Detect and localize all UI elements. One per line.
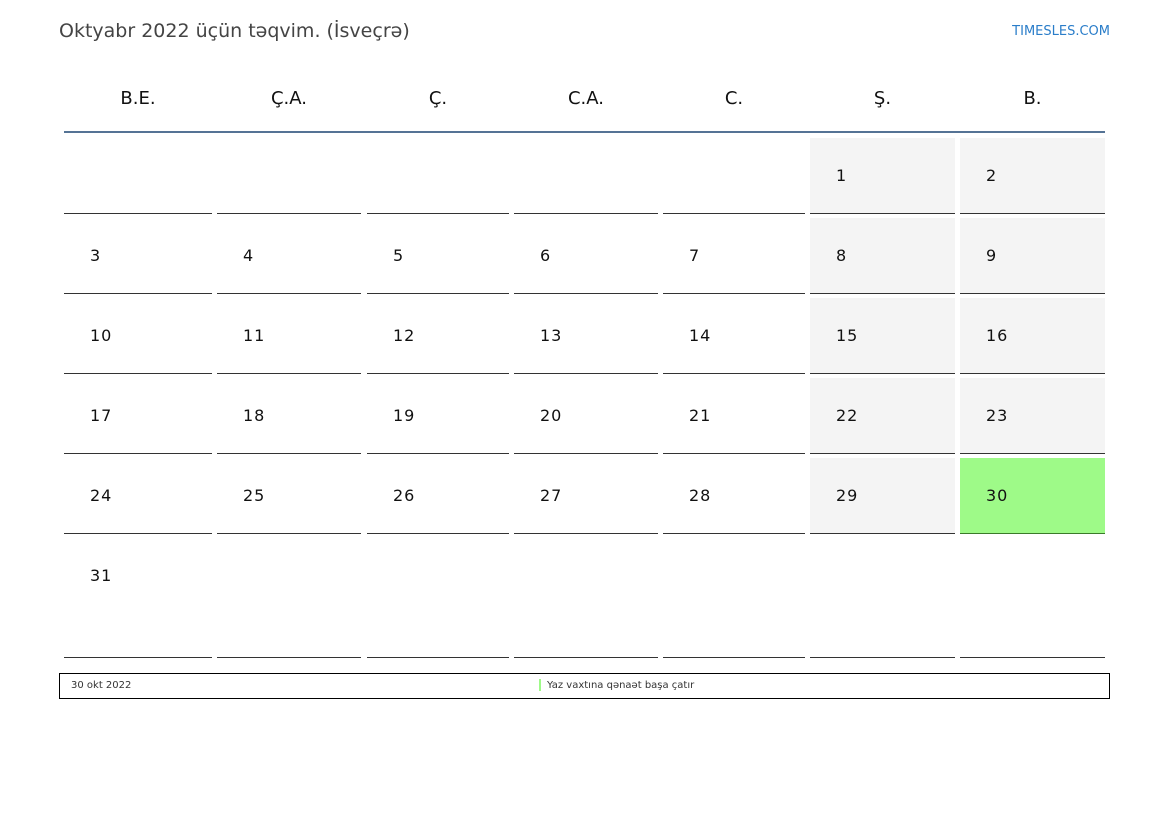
- empty-cell: [663, 538, 805, 658]
- events-footer: 30 okt 2022 Yaz vaxtına qənaət başa çatı…: [59, 673, 1110, 699]
- day-number: 20: [540, 406, 563, 425]
- empty-cell: [810, 538, 955, 658]
- day-cell[interactable]: 30: [960, 458, 1105, 534]
- day-number: 11: [243, 326, 266, 345]
- day-cell[interactable]: 15: [810, 298, 955, 374]
- day-cell[interactable]: 14: [663, 298, 805, 374]
- event-date: 30 okt 2022: [71, 680, 132, 691]
- empty-cell: [663, 138, 805, 214]
- day-cell[interactable]: 23: [960, 378, 1105, 454]
- day-cell[interactable]: 6: [514, 218, 658, 294]
- day-number: 13: [540, 326, 563, 345]
- empty-cell: [514, 538, 658, 658]
- day-cell[interactable]: 26: [367, 458, 509, 534]
- day-cell[interactable]: 8: [810, 218, 955, 294]
- day-cell[interactable]: 22: [810, 378, 955, 454]
- day-cell[interactable]: 10: [64, 298, 212, 374]
- day-cell[interactable]: 13: [514, 298, 658, 374]
- day-cell[interactable]: 12: [367, 298, 509, 374]
- day-number: 31: [90, 566, 113, 585]
- day-number: 15: [836, 326, 859, 345]
- day-cell[interactable]: 9: [960, 218, 1105, 294]
- day-cell[interactable]: 4: [217, 218, 361, 294]
- day-cell[interactable]: 3: [64, 218, 212, 294]
- day-number: 4: [243, 246, 255, 265]
- day-cell[interactable]: 25: [217, 458, 361, 534]
- event-label: Yaz vaxtına qənaət başa çatır: [547, 680, 695, 691]
- empty-cell: [367, 538, 509, 658]
- day-cell[interactable]: 20: [514, 378, 658, 454]
- weekday-header: Ç.A.: [270, 88, 307, 109]
- day-cell[interactable]: 1: [810, 138, 955, 214]
- day-number: 18: [243, 406, 266, 425]
- weekday-header: C.A.: [567, 88, 604, 109]
- day-number: 9: [986, 246, 998, 265]
- header-divider: [64, 131, 1105, 133]
- day-number: 10: [90, 326, 113, 345]
- day-number: 26: [393, 486, 416, 505]
- day-cell[interactable]: 27: [514, 458, 658, 534]
- day-number: 19: [393, 406, 416, 425]
- day-number: 21: [689, 406, 712, 425]
- day-cell[interactable]: 5: [367, 218, 509, 294]
- empty-cell: [960, 538, 1105, 658]
- day-cell[interactable]: 21: [663, 378, 805, 454]
- day-number: 22: [836, 406, 859, 425]
- day-cell[interactable]: 24: [64, 458, 212, 534]
- day-number: 1: [836, 166, 848, 185]
- day-number: 17: [90, 406, 113, 425]
- day-number: 28: [689, 486, 712, 505]
- weekday-header: C.: [724, 88, 744, 109]
- day-number: 16: [986, 326, 1009, 345]
- day-number: 29: [836, 486, 859, 505]
- day-number: 12: [393, 326, 416, 345]
- day-number: 8: [836, 246, 848, 265]
- page-title: Oktyabr 2022 üçün təqvim. (İsveçrə): [59, 20, 410, 42]
- day-cell[interactable]: 28: [663, 458, 805, 534]
- day-cell[interactable]: 18: [217, 378, 361, 454]
- empty-cell: [64, 138, 212, 214]
- day-number: 7: [689, 246, 701, 265]
- weekday-header: Ş.: [873, 88, 892, 109]
- day-cell[interactable]: 29: [810, 458, 955, 534]
- day-number: 14: [689, 326, 712, 345]
- day-cell[interactable]: 17: [64, 378, 212, 454]
- event-color-marker: [539, 679, 541, 691]
- day-number: 24: [90, 486, 113, 505]
- day-cell[interactable]: 16: [960, 298, 1105, 374]
- day-number: 3: [90, 246, 102, 265]
- day-cell[interactable]: 7: [663, 218, 805, 294]
- empty-cell: [514, 138, 658, 214]
- weekday-header: Ç.: [428, 88, 448, 109]
- day-number: 27: [540, 486, 563, 505]
- day-cell[interactable]: 19: [367, 378, 509, 454]
- empty-cell: [217, 138, 361, 214]
- day-cell[interactable]: 11: [217, 298, 361, 374]
- empty-cell: [367, 138, 509, 214]
- day-cell[interactable]: 31: [64, 538, 212, 658]
- day-number: 5: [393, 246, 405, 265]
- day-number: 30: [986, 486, 1009, 505]
- day-number: 25: [243, 486, 266, 505]
- day-number: 2: [986, 166, 998, 185]
- empty-cell: [217, 538, 361, 658]
- weekday-header: B.E.: [120, 88, 156, 109]
- day-number: 23: [986, 406, 1009, 425]
- brand-link[interactable]: TIMESLES.COM: [1012, 24, 1110, 39]
- weekday-header: B.: [1023, 88, 1042, 109]
- day-number: 6: [540, 246, 552, 265]
- day-cell[interactable]: 2: [960, 138, 1105, 214]
